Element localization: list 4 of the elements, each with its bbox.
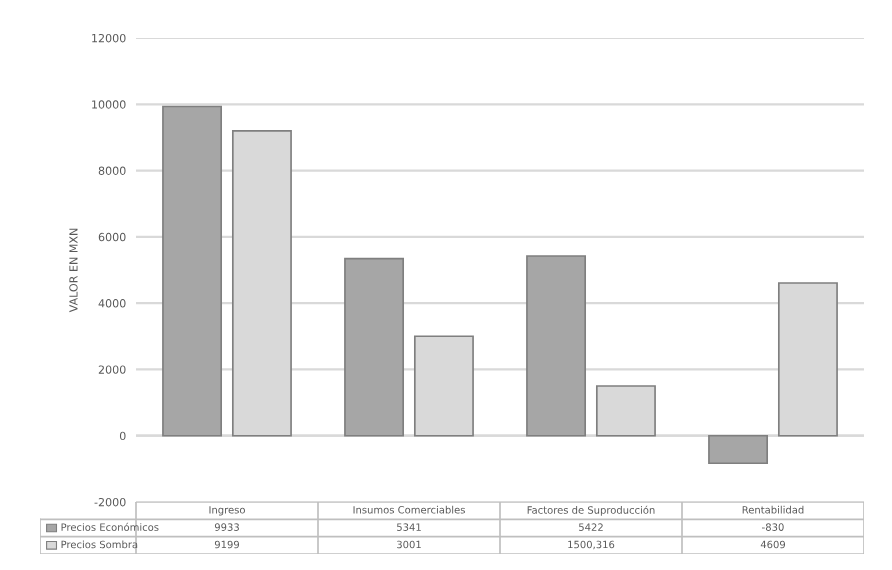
bar [526,255,587,437]
bar [162,105,223,437]
bar [344,257,405,437]
bar [708,434,769,465]
